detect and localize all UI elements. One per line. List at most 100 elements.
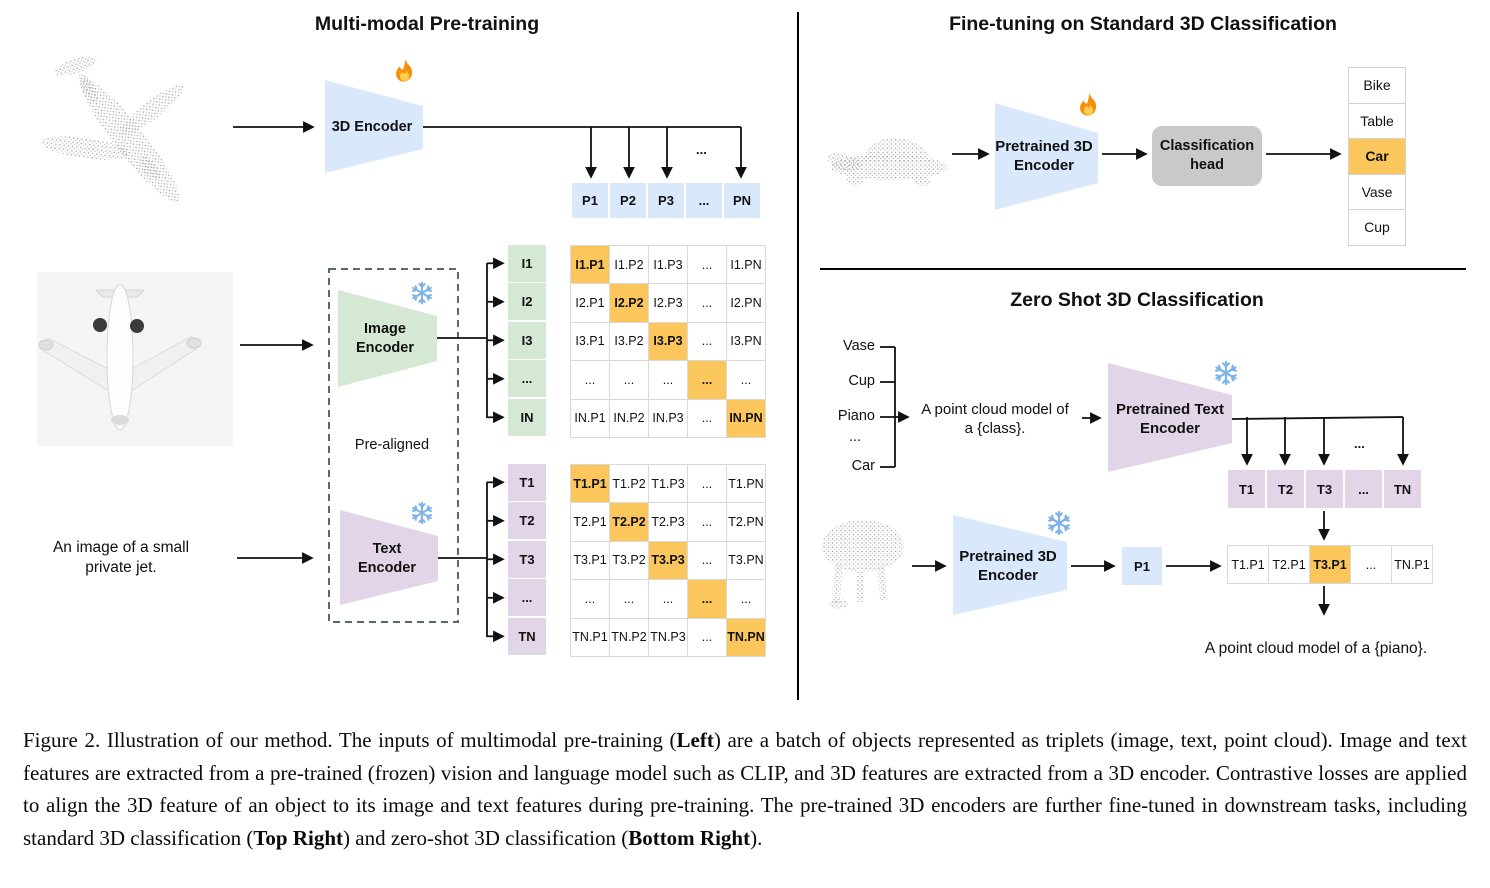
t-feature-column: T1 T2 T3... TN [508,464,546,655]
matrix-cell: T2.P3 [649,503,688,542]
zs-pretrained-3d-encoder-shape [953,515,1067,615]
matrix-cell: I3.P2 [610,322,649,362]
matrix-cell: IN.P1 [571,399,610,438]
matrix-cell: T3.P1 [571,541,610,581]
zeroshot-class-item: Vase [843,338,875,354]
matrix-cell: ... [649,580,688,619]
matrix-cell: ... [610,361,649,400]
image-point-similarity-matrix: I1.P1 I1.P2 I1.P3... I1.PN I2.P1 I2.P2 I2.P3..… [570,245,766,438]
matrix-cell: T2.P1 [1269,546,1310,584]
caption-bold-ref: Bottom Right [628,825,751,850]
zeroshot-class-item: Cup [848,373,875,389]
classification-head-box: Classification head [1152,126,1262,186]
matrix-cell: I1.P1 [571,246,610,285]
t-cell: T2 [1267,470,1304,508]
t-cell: T2 [508,502,546,540]
matrix-cell: ... [610,580,649,619]
matrix-cell: TN.P3 [649,618,688,657]
t-cell: ... [508,579,546,617]
p-feature-row: P1 P2 P3... PN [572,183,760,218]
matrix-cell: ... [727,361,766,400]
pre-aligned-label: Pre-aligned [354,437,430,453]
text-point-similarity-matrix: T1.P1 T1.P2 T1.P3... T1.PN T2.P1 T2.P2 T2.P3..… [570,464,766,657]
i-feature-column: I1 I2 I3... IN [508,245,546,436]
connectors [233,121,1409,643]
class-cell: Table [1348,102,1406,139]
p-cell: P1 [572,183,608,218]
text-encoder-label: Text Encoder [357,541,416,576]
t-cell: TN [508,617,546,655]
matrix-cell: ... [688,503,727,542]
zs-t-feature-row: T1 T2 T3... TN [1228,470,1421,508]
t-cell: T1 [1228,470,1265,508]
flame-icon [1080,93,1097,116]
image-encoder-label: Image Encoder [355,321,414,356]
pretrained-3d-encoder-label: Pretrained 3D Encoder [995,138,1093,175]
matrix-cell: IN.P3 [649,399,688,438]
t-cell: TN [1384,470,1421,508]
figure-caption: Figure 2. Illustration of our method. Th… [23,724,1467,854]
caption-text: ) and zero-shot 3D classification ( [343,825,629,850]
pre-aligned-dashed-box [328,268,459,623]
matrix-cell: T3.P1 [1310,546,1351,584]
snowflake-icon [410,281,434,305]
diagram-canvas [37,12,1466,700]
matrix-cell: TN.P1 [1392,546,1433,584]
matrix-cell: ... [688,618,727,657]
airplane-point-cloud [40,56,185,203]
matrix-cell: T3.P2 [610,541,649,581]
matrix-cell: IN.PN [727,399,766,438]
matrix-cell: T2.P2 [610,503,649,542]
left-section-title: Multi-modal Pre-training [314,13,540,35]
i-cell: IN [508,398,546,436]
matrix-cell: I2.P1 [571,284,610,323]
matrix-cell: ... [688,465,727,504]
i-cell: I3 [508,321,546,359]
matrix-cell: TN.P2 [610,618,649,657]
matrix-cell: T1.P1 [1228,546,1269,584]
t-cell: ... [1345,470,1382,508]
t-cell: T3 [508,540,546,578]
t-cell: T1 [508,464,546,501]
matrix-cell: ... [571,580,610,619]
i-cell: I2 [508,283,546,321]
matrix-cell: TN.P1 [571,618,610,657]
3d-encoder-shape [325,80,423,173]
piano-point-cloud [822,520,904,609]
pretrained-text-encoder-shape [1108,363,1232,472]
matrix-cell: TN.PN [727,618,766,657]
matrix-cell: I2.PN [727,284,766,323]
matrix-cell: I3.P1 [571,322,610,362]
zeroshot-class-item: Piano [837,408,875,424]
matrix-cell: ... [727,580,766,619]
class-cell: Bike [1348,67,1406,104]
matrix-cell: I1.PN [727,246,766,285]
matrix-cell: T3.P3 [649,541,688,581]
zs-pretrained-3d-encoder-label: Pretrained 3D Encoder [959,548,1057,585]
image-encoder-shape [338,290,437,387]
prompt-template-text: A point cloud model of a {class}. [921,401,1069,438]
zeroshot-class-item: Car [851,458,875,474]
caption-bold-ref: Left [676,728,714,752]
t-branch-ellipsis: ... [1354,436,1365,451]
matrix-cell: ... [688,541,727,581]
i-cell: ... [508,360,546,398]
result-prompt-text: A point cloud model of a {piano}. [1204,640,1428,657]
matrix-cell: ... [688,284,727,323]
p-cell: PN [724,183,760,218]
class-cell: Cup [1348,209,1406,246]
zeroshot-section-title: Zero Shot 3D Classification [1010,289,1264,311]
class-cell: Car [1348,138,1406,175]
matrix-cell: I2.P2 [610,284,649,323]
car-point-cloud [827,137,947,186]
text-encoder-shape [340,510,438,605]
matrix-cell: ... [571,361,610,400]
matrix-cell: T2.PN [727,503,766,542]
p-cell: ... [686,183,722,218]
i-cell: I1 [508,245,546,282]
zeroshot-class-item: ... [848,429,861,445]
finetune-section-title: Fine-tuning on Standard 3D Classificatio… [949,13,1337,35]
matrix-cell: ... [649,361,688,400]
airplane-photo [37,272,233,446]
